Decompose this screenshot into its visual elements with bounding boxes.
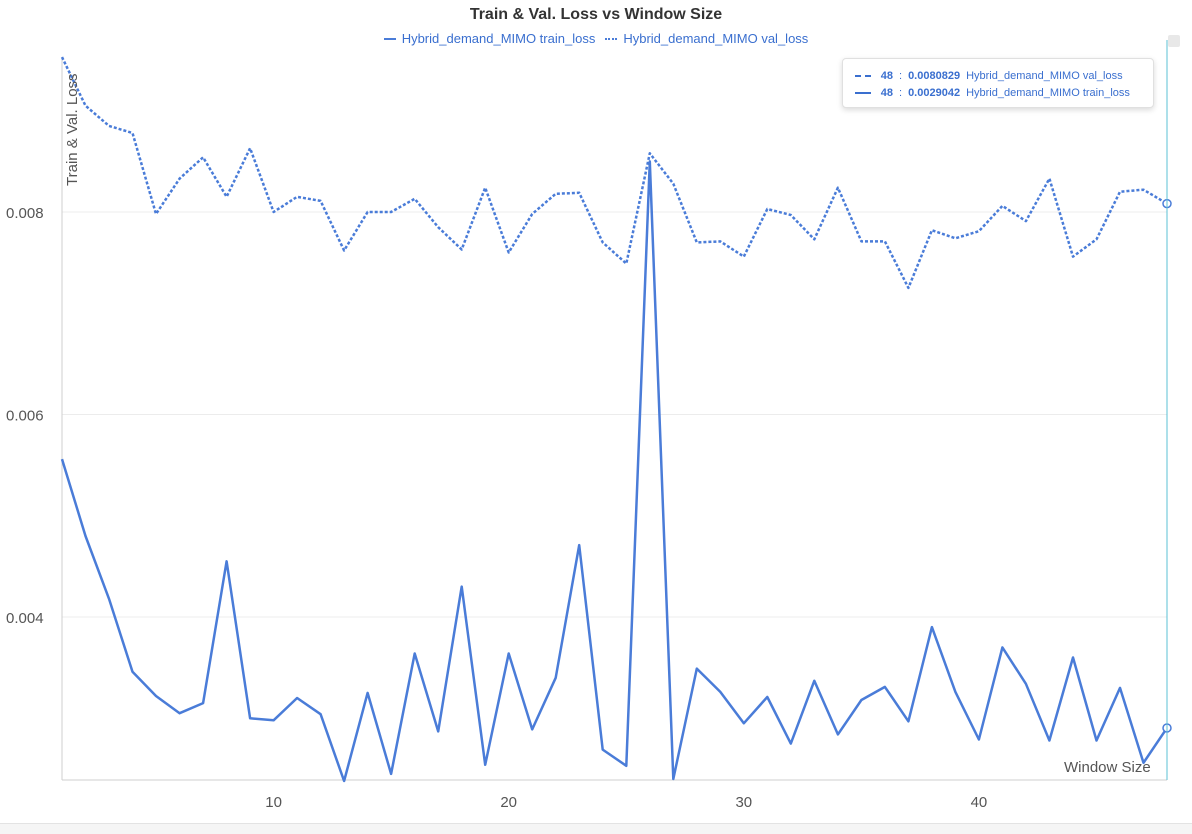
y-tick-label: 0.006 (6, 408, 44, 425)
series-line-train (60, 160, 1169, 783)
tooltip-series-label: Hybrid_demand_MIMO val_loss (966, 69, 1123, 82)
tooltip-swatch-solid (855, 91, 871, 94)
legend-swatch-solid (383, 37, 396, 40)
axes (61, 58, 1167, 781)
x-tick-label: 40 (971, 794, 988, 811)
x-axis-label: Window Size (1064, 759, 1151, 776)
legend-label-train: Hybrid_demand_MIMO train_loss (401, 31, 596, 46)
tick-labels: 0.004 0.006 0.008 10 20 30 40 (6, 205, 987, 811)
tooltip-swatch-dashed (855, 74, 871, 77)
tooltip-step: 48 (880, 69, 893, 82)
y-tick-label: 0.004 (6, 610, 44, 627)
grid-lines (62, 211, 1167, 618)
tooltip-value: 0.0080829 (908, 69, 961, 82)
y-tick-label: 0.008 (6, 205, 44, 222)
legend-swatch-dashed (605, 37, 618, 40)
x-tick-label: 20 (500, 794, 517, 811)
legend-item-train[interactable]: Hybrid_demand_MIMO train_loss (383, 31, 596, 46)
tooltip-value: 0.0029042 (908, 86, 961, 99)
lock-icon[interactable] (1168, 35, 1180, 47)
bottom-bar (0, 823, 1192, 834)
hover-cursor (1162, 40, 1172, 780)
x-tick-label: 30 (735, 794, 752, 811)
chart-title: Train & Val. Loss vs Window Size (469, 6, 723, 23)
tooltip-series-label: Hybrid_demand_MIMO train_loss (966, 86, 1130, 99)
tooltip-row-train: 48: 0.0029042 Hybrid_demand_MIMO train_l… (855, 84, 1141, 101)
legend-item-val[interactable]: Hybrid_demand_MIMO val_loss (605, 31, 808, 46)
tooltip-row-val: 48: 0.0080829 Hybrid_demand_MIMO val_los… (855, 67, 1141, 84)
y-axis-label: Train & Val. Loss (64, 73, 81, 186)
hover-tooltip: 48: 0.0080829 Hybrid_demand_MIMO val_los… (842, 58, 1154, 108)
legend-label-val: Hybrid_demand_MIMO val_loss (623, 31, 809, 46)
x-tick-label: 10 (265, 794, 282, 811)
tooltip-step: 48 (880, 86, 893, 99)
series-lines (60, 56, 1169, 783)
legend: Hybrid_demand_MIMO train_loss Hybrid_dem… (0, 31, 1192, 46)
